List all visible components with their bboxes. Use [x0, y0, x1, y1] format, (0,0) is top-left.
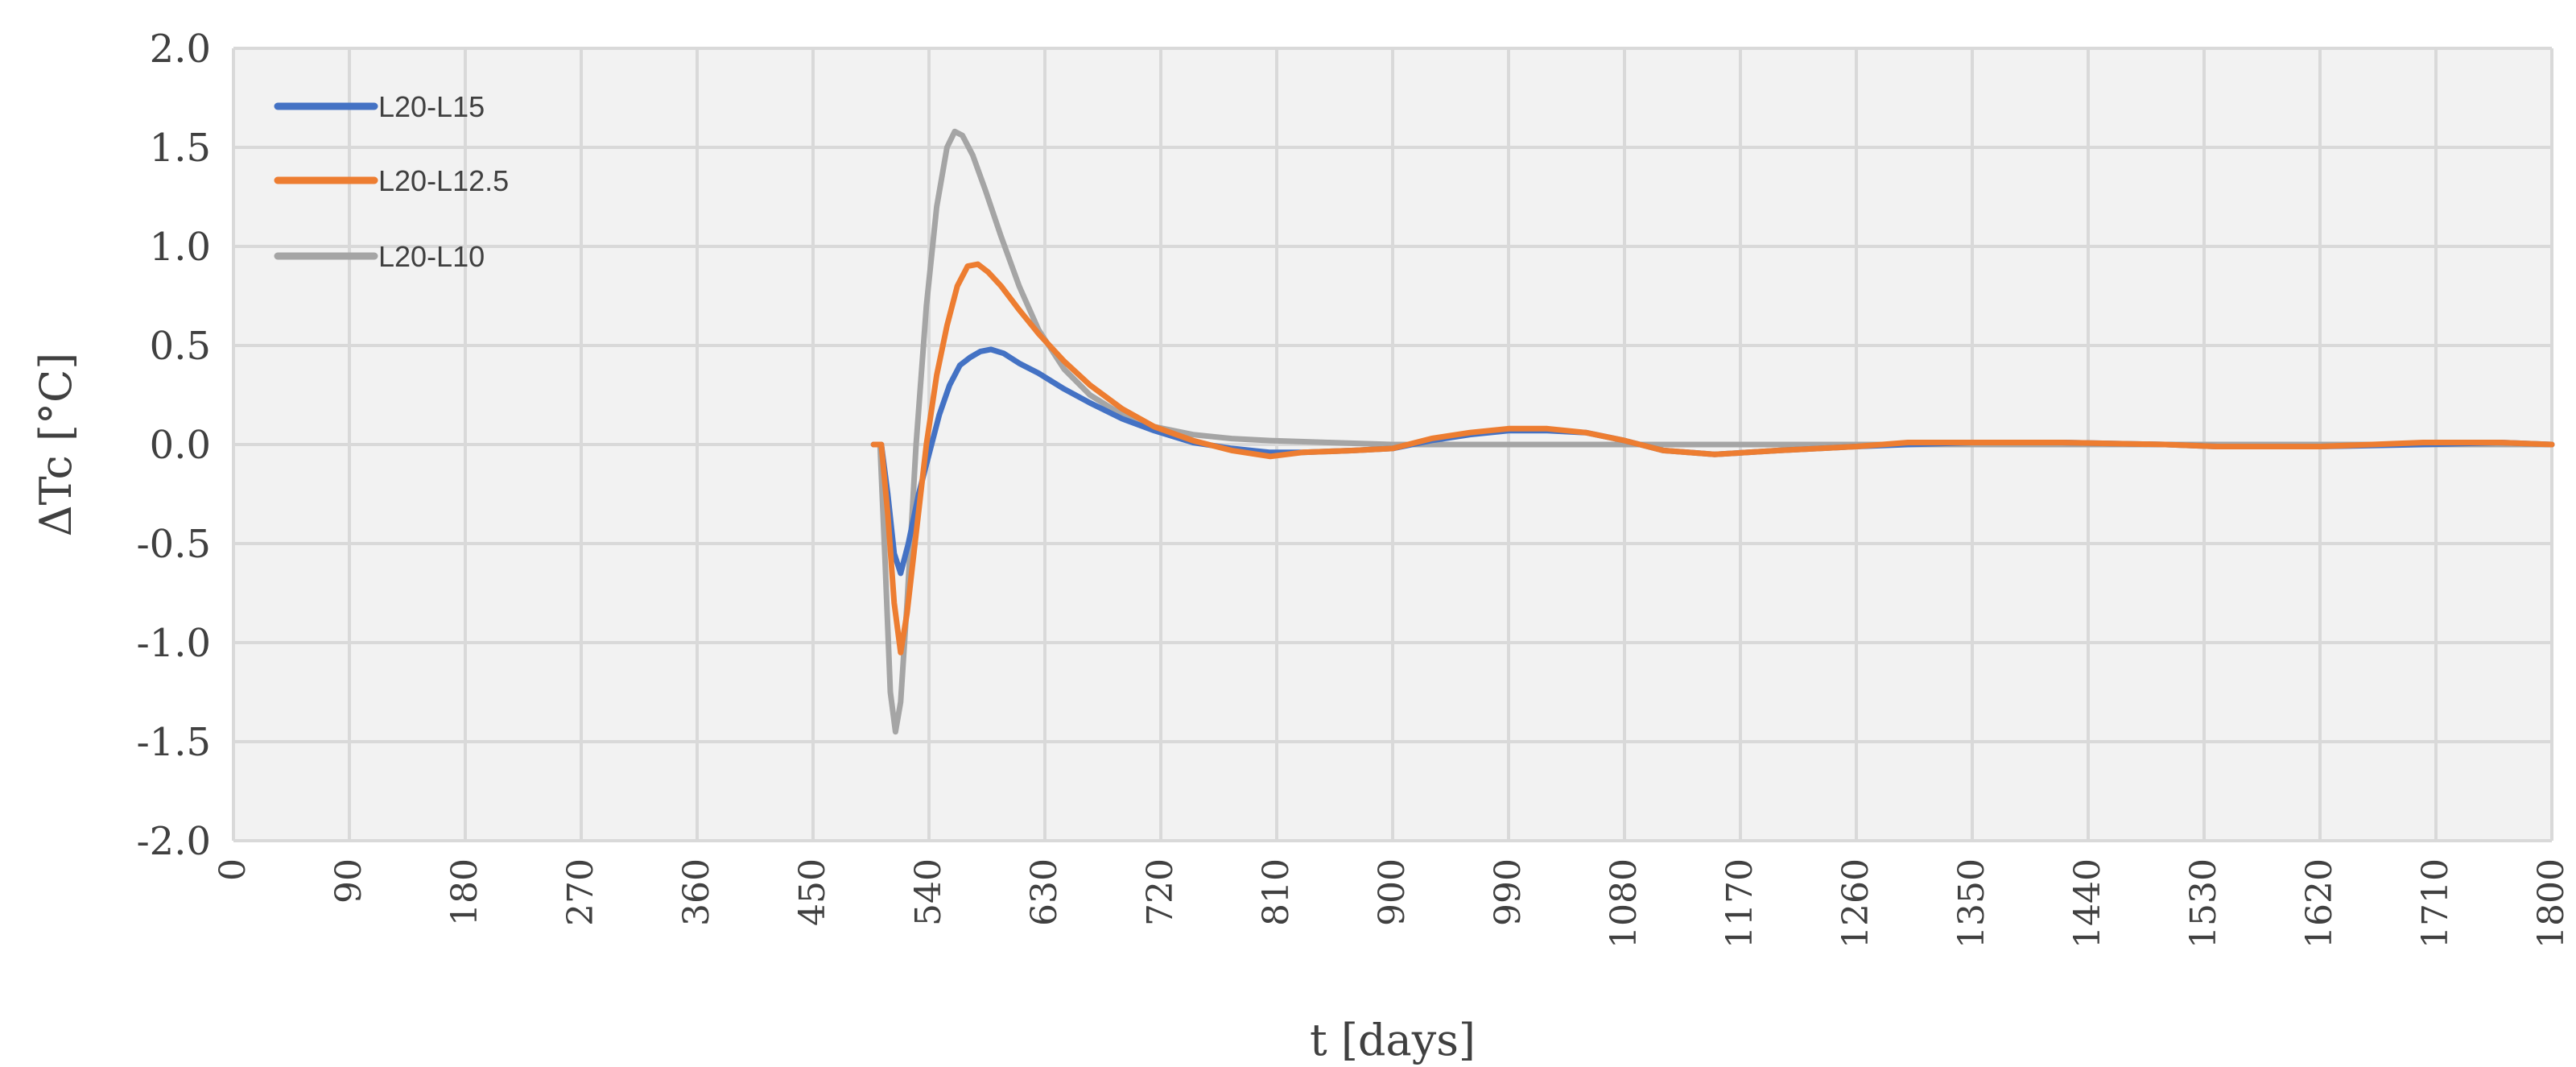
y-tick-label: 0.5: [150, 324, 211, 369]
x-tick-label: 270: [560, 858, 601, 926]
x-tick-label: 1710: [2415, 858, 2456, 949]
x-tick-label: 450: [792, 858, 833, 926]
x-tick-label: 360: [676, 858, 717, 926]
x-tick-label: 900: [1372, 858, 1413, 926]
x-tick-label: 1800: [2531, 858, 2572, 949]
x-axis-ticks: 0 90 180 270 360 450 540 630 720 810 900 990 1080 117…: [213, 858, 2572, 949]
x-tick-label: 630: [1024, 858, 1065, 926]
x-tick-label: 1440: [2067, 858, 2108, 949]
y-tick-label: -2.0: [136, 819, 211, 864]
x-axis-title: t [days]: [1310, 1015, 1476, 1065]
legend-label: L20-L10: [378, 240, 485, 273]
series-line-L20-L12.5: [870, 261, 2555, 656]
x-tick-label: 1530: [2183, 858, 2224, 949]
x-tick-label: 0: [213, 858, 254, 881]
y-tick-label: 0.0: [150, 423, 211, 468]
series-lines: [870, 128, 2555, 735]
y-tick-label: 1.5: [150, 126, 211, 171]
x-tick-label: 180: [444, 858, 485, 926]
x-tick-label: 720: [1140, 858, 1181, 926]
y-tick-label: -1.5: [136, 720, 211, 765]
y-tick-label: 1.0: [150, 225, 211, 270]
legend-label: L20-L15: [378, 90, 485, 123]
series-line-L20-L10: [870, 128, 2555, 735]
y-axis-ticks: 2.0 1.5 1.0 0.5 0.0 -0.5 -1.0 -1.5 -2.0: [136, 27, 211, 864]
x-tick-label: 1350: [1951, 858, 1992, 949]
x-tick-label: 1260: [1835, 858, 1876, 949]
legend-label: L20-L12.5: [378, 164, 509, 197]
y-axis-title: ΔTc [°C]: [31, 353, 81, 537]
y-tick-label: -0.5: [136, 522, 211, 567]
x-tick-label: 1620: [2299, 858, 2340, 949]
x-tick-label: 90: [328, 858, 369, 904]
x-tick-label: 990: [1488, 858, 1529, 926]
x-tick-label: 1170: [1719, 858, 1761, 949]
x-tick-label: 810: [1256, 858, 1297, 926]
x-tick-label: 1080: [1604, 858, 1645, 949]
legend: L20-L15 L20-L12.5 L20-L10: [274, 90, 509, 273]
y-tick-label: 2.0: [150, 27, 211, 72]
x-tick-label: 540: [908, 858, 949, 926]
y-tick-label: -1.0: [136, 621, 211, 666]
